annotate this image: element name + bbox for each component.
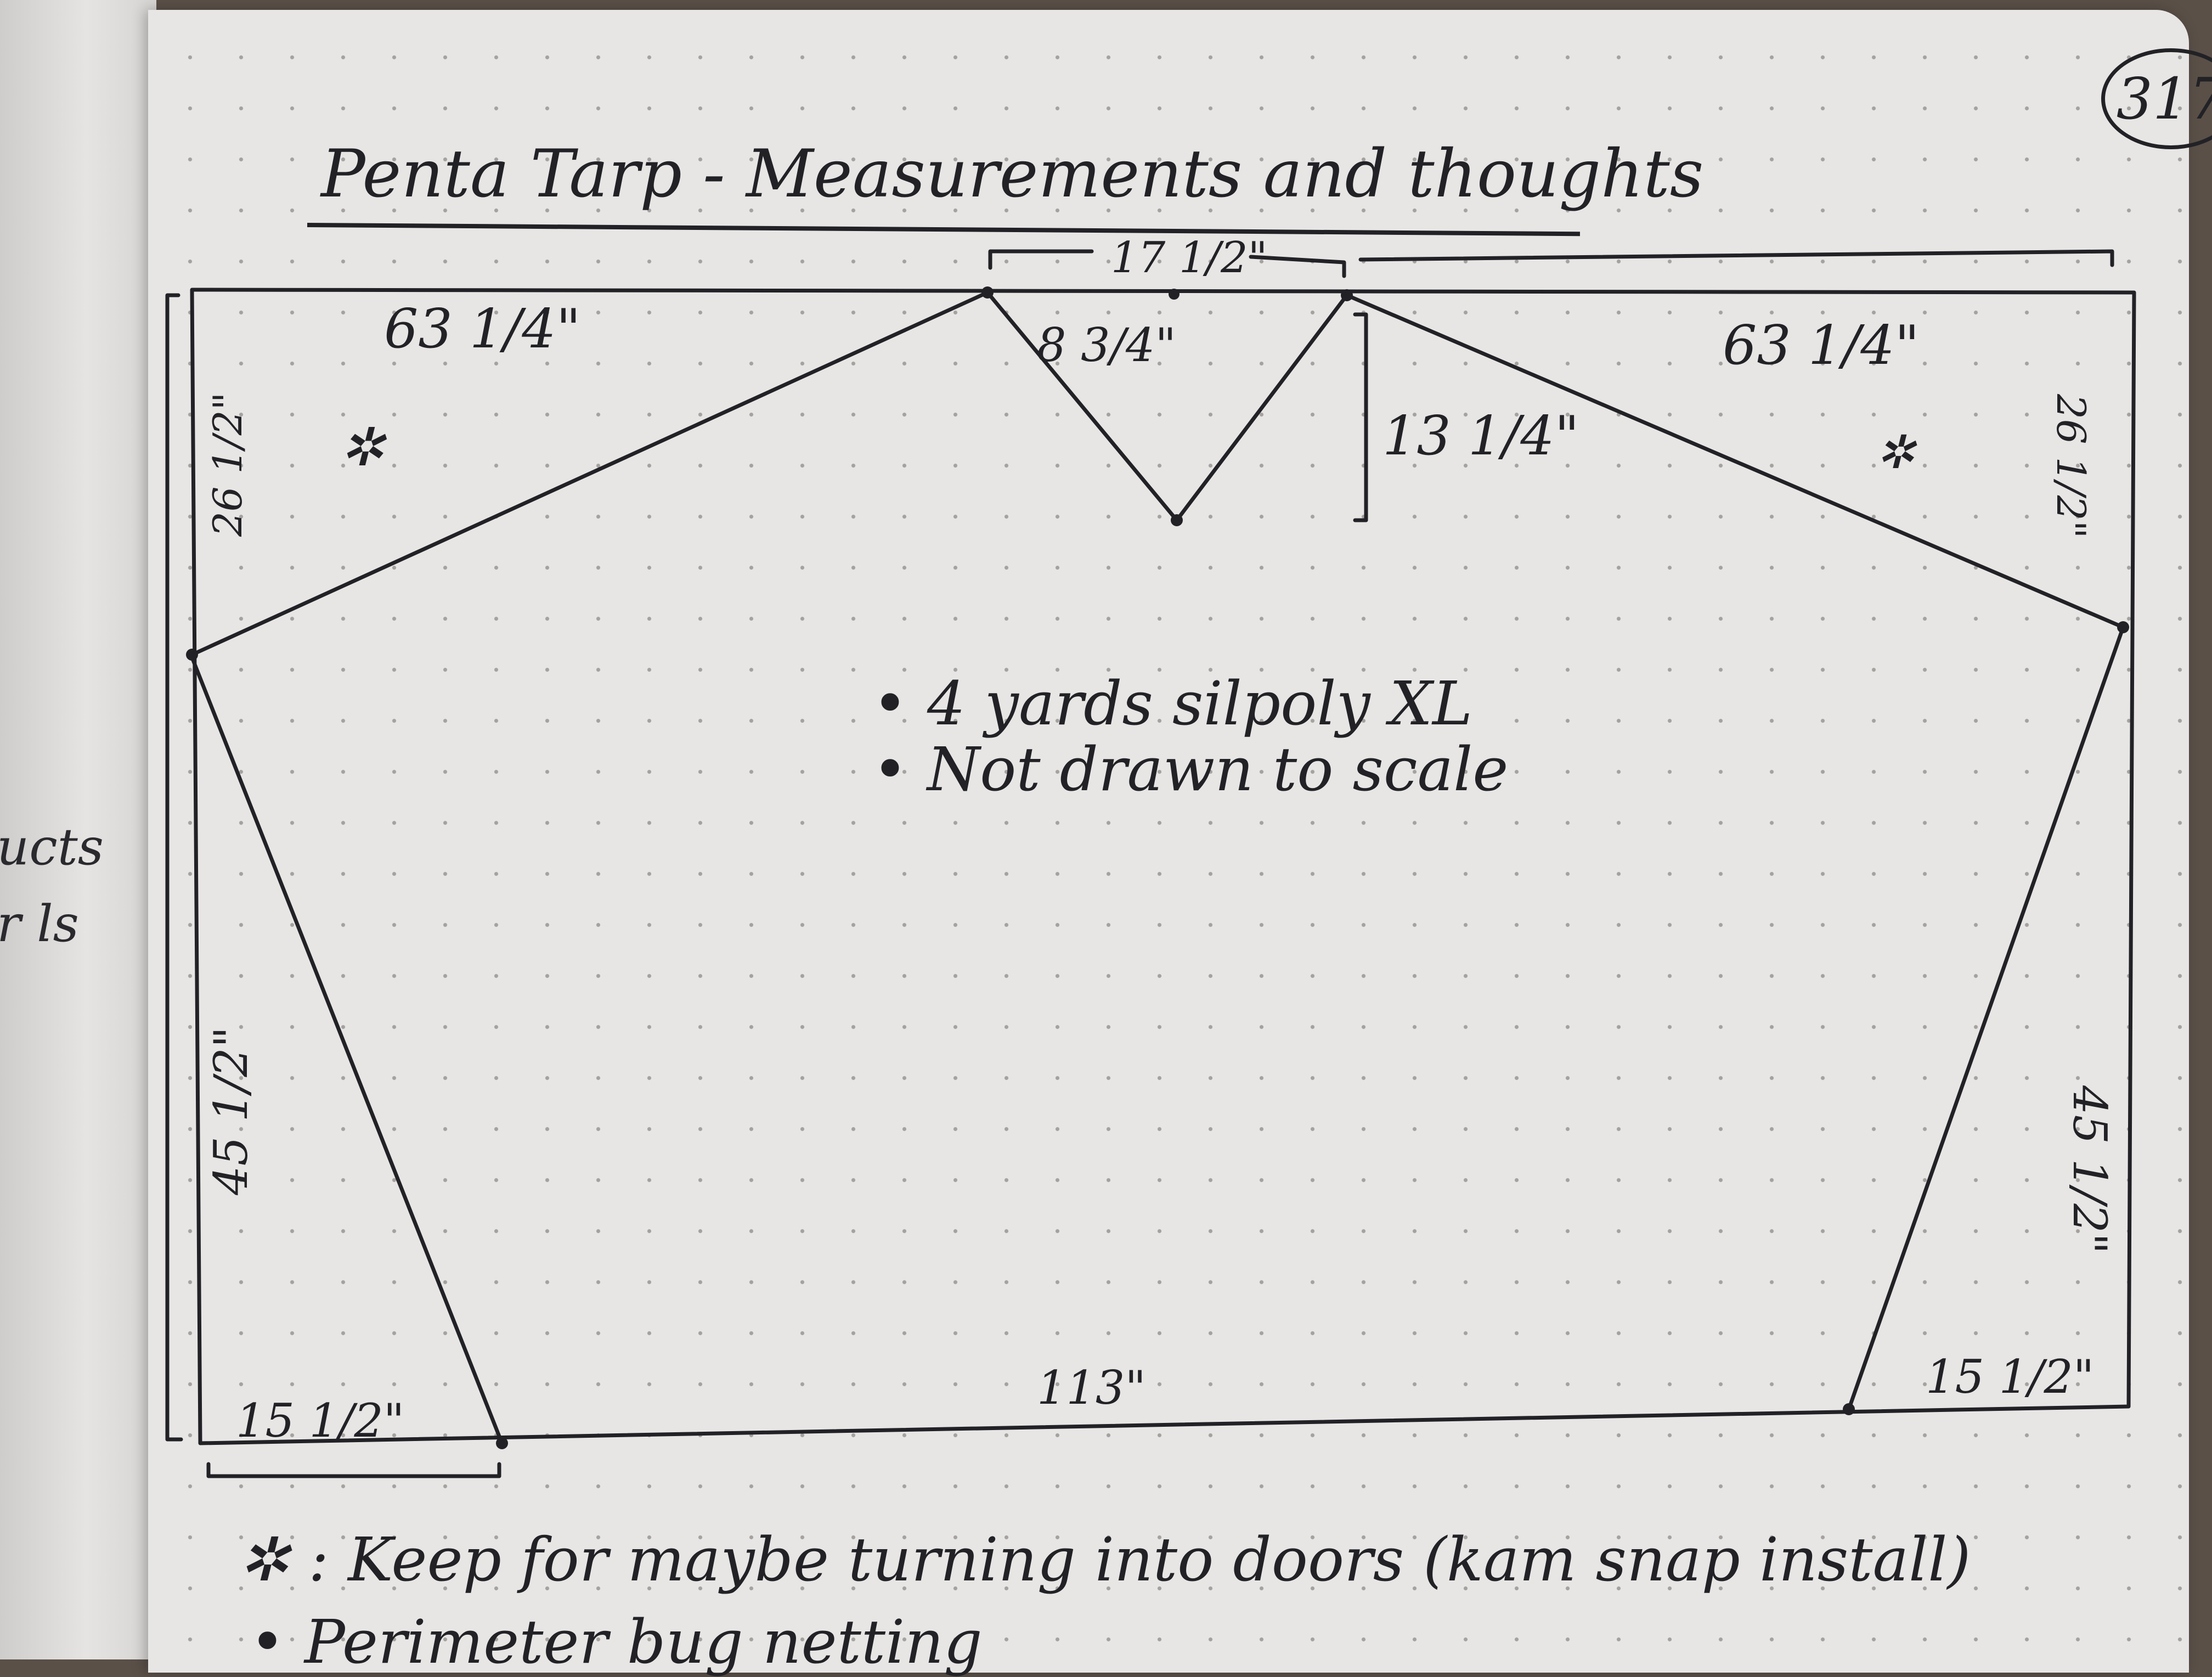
vertex-dot (186, 649, 198, 661)
dimension-top-right: 63 1/4" (1723, 314, 1920, 377)
page-number-text: 317 (2116, 65, 2212, 132)
dimension-right-lower: 45 1/2" (2063, 1085, 2117, 1254)
cut-line-bottom-left (190, 655, 504, 1445)
note-fabric-text: 4 yards silpoly XL (927, 668, 1473, 739)
vertex-dot (2117, 621, 2129, 633)
left-page: ucts r ls (0, 0, 156, 1659)
rectangle-outline (190, 288, 2136, 1445)
vertex-dot (1341, 289, 1353, 301)
dot-grid (148, 10, 2189, 1673)
legend-star-icon: ✲ (239, 1524, 290, 1595)
dimension-right-upper: 26 1/2" (2048, 393, 2094, 539)
vertex-dot (1171, 514, 1183, 526)
left-page-fragment: ucts (0, 818, 104, 876)
dimension-notch-depth: 13 1/4" (1383, 405, 1579, 468)
footer-keep-note-text: Keep for maybe turning into doors (kam s… (348, 1524, 1971, 1595)
note-fabric: • 4 yards silpoly XL (872, 668, 1473, 739)
left-page-fragment: r ls (0, 894, 79, 953)
dimension-bottom-right: 15 1/2" (1926, 1350, 2094, 1404)
note-scale-text: Not drawn to scale (927, 734, 1509, 804)
dimension-left-lower: 45 1/2" (204, 1027, 258, 1196)
footer-keep-note: ✲ : Keep for maybe turning into doors (k… (239, 1524, 1971, 1595)
vertex-dot (496, 1437, 508, 1449)
star-marker-right: ✲ (1876, 425, 1917, 479)
dimension-bottom-left: 15 1/2" (236, 1394, 404, 1448)
vertex-dot (1843, 1403, 1855, 1415)
vertex-dot (1169, 289, 1180, 300)
star-marker-left: ✲ (340, 417, 387, 478)
cut-line-bottom-right (1847, 625, 2125, 1411)
dimension-bracket-left-height (165, 293, 183, 1442)
dimension-top-left: 63 1/4" (384, 298, 581, 361)
vertex-dot (981, 286, 994, 299)
cut-line-top-right (1345, 293, 2125, 629)
dimension-notch-width: 8 3/4" (1037, 318, 1176, 372)
dimension-top-overall: 17 1/2" (1111, 233, 1267, 283)
note-scale: • Not drawn to scale (872, 734, 1509, 804)
footer-perimeter-note-text: Perimeter bug netting (304, 1607, 983, 1677)
tarp-diagram: 17 1/2" 63 1/4" 63 1/4" 8 3/4" 13 1/4" 2… (165, 233, 2136, 1478)
dimension-bracket-notch-depth (1353, 312, 1368, 522)
notebook-page: 317 Penta Tarp - Measurements and though… (148, 10, 2212, 1677)
dimension-bracket-bottom-left (206, 1462, 501, 1478)
page-number: 317 (2101, 48, 2212, 149)
cut-line-top-left (190, 290, 990, 657)
dimension-bracket-top-right (1358, 249, 2114, 267)
dimension-bracket-top-overall (988, 249, 1346, 278)
dimension-left-upper: 26 1/2" (205, 392, 251, 538)
page-title: Penta Tarp - Measurements and thoughts (321, 136, 1704, 212)
footer-perimeter-note: • Perimeter bug netting (250, 1607, 983, 1677)
dimension-bottom: 113" (1037, 1361, 1146, 1415)
